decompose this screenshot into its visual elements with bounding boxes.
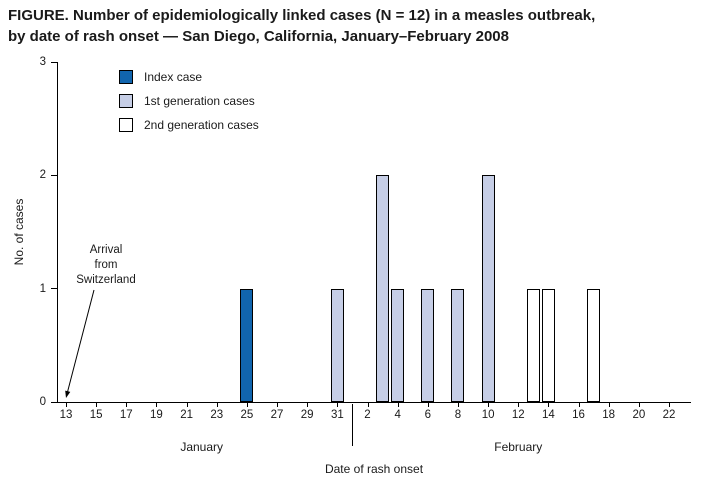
x-tick <box>156 403 158 407</box>
x-tick-label: 6 <box>424 409 431 421</box>
bar-february-14 <box>541 288 555 402</box>
legend-label: Index case <box>144 70 203 84</box>
x-tick <box>307 403 309 407</box>
x-tick-label: 18 <box>602 409 616 421</box>
x-tick-label: 17 <box>119 409 133 421</box>
bar-february-8 <box>451 288 465 402</box>
figure-title: FIGURE. Number of epidemiologically link… <box>8 7 596 45</box>
legend-label: 1st generation cases <box>144 94 255 108</box>
x-tick <box>96 403 98 407</box>
x-tick-label: 10 <box>481 409 495 421</box>
x-tick <box>186 403 188 407</box>
y-tick-label: 3 <box>39 56 46 68</box>
x-tick <box>638 403 640 407</box>
month-label-january: January <box>180 440 224 454</box>
bar-february-3 <box>376 175 390 402</box>
y-tick <box>51 61 57 63</box>
x-tick <box>337 403 339 407</box>
y-tick-label: 2 <box>39 169 46 182</box>
x-tick-label: 19 <box>150 409 163 421</box>
x-tick-label: 12 <box>511 409 525 421</box>
bar-january-25 <box>240 288 254 402</box>
x-tick <box>367 403 369 407</box>
y-tick-label: 0 <box>39 396 46 408</box>
x-tick <box>427 403 429 407</box>
x-tick-label: 15 <box>89 409 103 421</box>
x-tick <box>578 403 580 407</box>
x-tick <box>488 403 490 407</box>
bar-february-4 <box>391 288 405 402</box>
x-tick-label: 22 <box>662 409 676 421</box>
month-divider <box>352 404 354 446</box>
legend-label: 2nd generation cases <box>144 118 259 132</box>
x-tick <box>608 403 610 407</box>
x-tick-label: 23 <box>210 409 224 421</box>
x-tick <box>126 403 128 407</box>
y-tick <box>51 401 57 403</box>
legend: Index case 1st generation cases 2nd genera… <box>119 70 259 142</box>
x-tick-label: 8 <box>454 409 462 421</box>
y-tick <box>51 288 57 290</box>
legend-swatch-2nd-generation-cases <box>119 118 133 132</box>
bar-february-17 <box>587 288 601 402</box>
x-tick <box>548 403 550 407</box>
x-tick-label: 20 <box>632 409 646 421</box>
annotation-arrow-icon <box>65 289 95 398</box>
x-tick-label: 2 <box>364 409 371 421</box>
y-tick-label: 1 <box>39 282 46 295</box>
x-tick-label: 21 <box>180 409 193 421</box>
x-axis-line <box>57 402 691 403</box>
bar-february-13 <box>526 288 540 402</box>
legend-item: 2nd generation cases <box>119 118 259 132</box>
x-tick-label: 25 <box>240 409 254 421</box>
x-tick-label: 29 <box>300 409 314 421</box>
annotation-arrival-label: Arrival from Switzerland <box>76 244 136 286</box>
bar-february-6 <box>421 288 435 402</box>
x-tick <box>669 403 670 407</box>
legend-swatch-1st-generation-cases <box>119 94 133 108</box>
x-tick <box>457 403 459 407</box>
x-tick-label: 31 <box>330 409 344 421</box>
x-tick-label: 27 <box>270 409 284 421</box>
bar-january-31 <box>330 288 344 402</box>
y-axis-line <box>57 62 58 403</box>
y-tick <box>51 174 57 176</box>
x-tick-label: 4 <box>394 409 401 421</box>
legend-item: Index case <box>119 70 259 84</box>
bar-february-10 <box>481 175 495 402</box>
legend-swatch-index-case <box>119 70 133 84</box>
x-tick <box>397 403 399 407</box>
month-label-february: February <box>494 440 543 454</box>
x-tick <box>518 403 520 407</box>
x-tick-label: 14 <box>541 409 555 421</box>
legend-item: 1st generation cases <box>119 94 259 108</box>
x-tick <box>277 403 279 407</box>
x-tick <box>246 403 248 407</box>
x-tick-label: 13 <box>59 409 73 421</box>
x-axis-title: Date of rash onset <box>324 462 424 476</box>
x-tick <box>66 403 67 407</box>
x-tick <box>216 403 218 407</box>
x-tick-label: 16 <box>572 409 585 421</box>
